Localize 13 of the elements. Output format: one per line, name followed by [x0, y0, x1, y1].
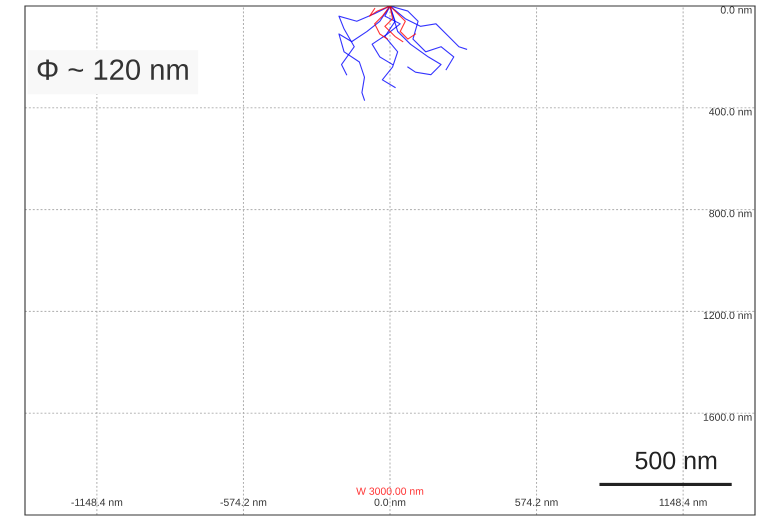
y-tick-label: 0.0 nm	[720, 6, 752, 14]
y-tick-label: 400.0 nm	[709, 108, 752, 116]
annotation: Φ ~ 120 nm	[38, 59, 188, 80]
y-tick-label: 800.0 nm	[709, 210, 752, 218]
x-tick-label: 574.2 nm	[515, 498, 558, 506]
y-tick-label: 1200.0 nm	[704, 312, 752, 320]
y-tick-label: 1600.0 nm	[704, 413, 752, 421]
x-tick-label: -574.2 nm	[220, 498, 266, 506]
annotation: 500 nm	[635, 452, 716, 470]
x-tick-label: 1148.4 nm	[660, 498, 707, 506]
x-tick-label: 0.0 nm	[374, 498, 406, 506]
x-tick-label: -1148.4 nm	[71, 498, 122, 506]
annotation: W 3000.00 nm	[356, 488, 424, 495]
